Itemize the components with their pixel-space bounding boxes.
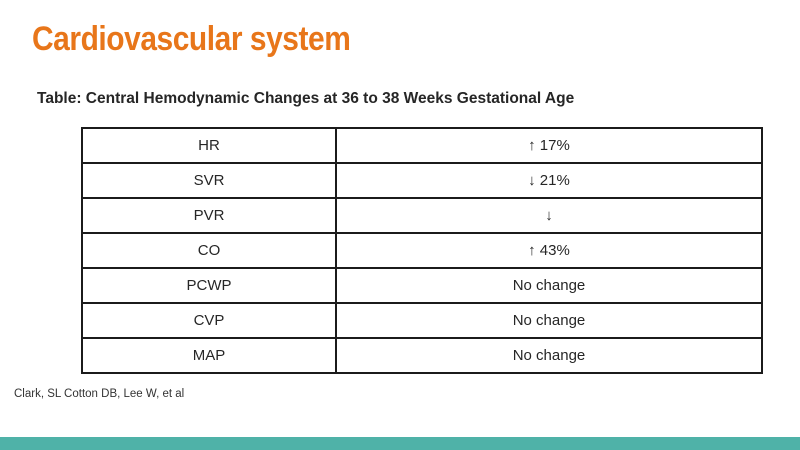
- reference-citation: Clark, SL Cotton DB, Lee W, et al: [14, 388, 185, 400]
- slide-accent-bar: [0, 437, 800, 450]
- table-row: CO ↑ 43%: [81, 232, 763, 269]
- change-cell: ↑ 17%: [335, 127, 763, 164]
- parameter-cell: MAP: [81, 337, 337, 374]
- parameter-cell: SVR: [81, 162, 337, 199]
- parameter-cell: PVR: [81, 197, 337, 234]
- change-cell: ↑ 43%: [335, 232, 763, 269]
- table-row: PCWP No change: [81, 267, 763, 304]
- table-row: CVP No change: [81, 302, 763, 339]
- table-row: PVR ↓: [81, 197, 763, 234]
- table-row: SVR ↓ 21%: [81, 162, 763, 199]
- change-cell: No change: [335, 337, 763, 374]
- slide-title: Cardiovascular system: [32, 20, 351, 58]
- change-cell: No change: [335, 267, 763, 304]
- table-caption: Table: Central Hemodynamic Changes at 36…: [37, 90, 575, 107]
- change-cell: ↓ 21%: [335, 162, 763, 199]
- change-cell: No change: [335, 302, 763, 339]
- parameter-cell: CVP: [81, 302, 337, 339]
- table-row: HR ↑ 17%: [81, 127, 763, 164]
- change-cell: ↓: [335, 197, 763, 234]
- table-row: MAP No change: [81, 337, 763, 374]
- parameter-cell: CO: [81, 232, 337, 269]
- parameter-cell: HR: [81, 127, 337, 164]
- hemodynamic-changes-table: HR ↑ 17% SVR ↓ 21% PVR ↓ CO ↑ 43% PCWP N…: [81, 127, 763, 374]
- parameter-cell: PCWP: [81, 267, 337, 304]
